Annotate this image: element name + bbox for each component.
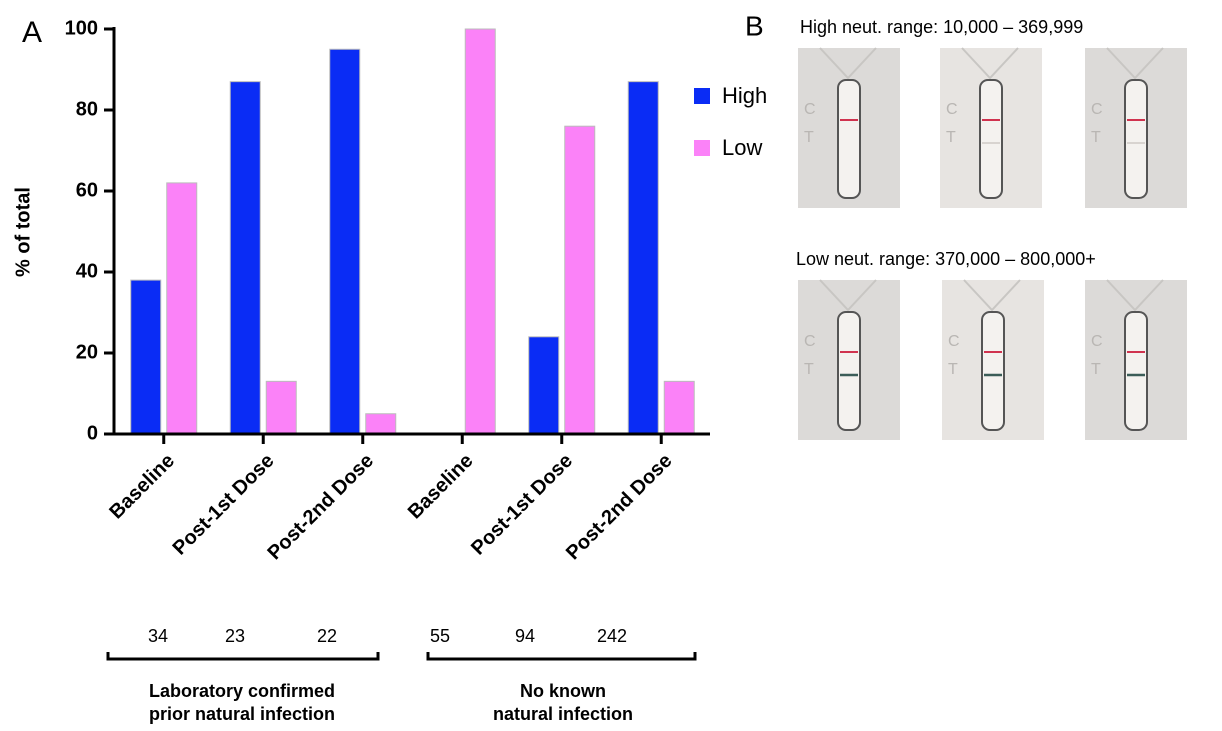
cassette-slope [961,47,1019,80]
y-axis-label: % of total [12,187,34,277]
x-tick-label: Baseline [105,450,179,524]
sample-size: 22 [317,626,337,646]
legend-label: High [722,83,767,108]
bar [663,380,695,435]
sample-size: 34 [148,626,168,646]
group-label: prior natural infection [149,704,335,724]
strip-letter: T [946,129,956,146]
strip-letter: T [1091,129,1101,146]
caption: High neut. range: 10,000 – 369,999 [800,17,1083,37]
strip-letter: C [804,333,816,350]
y-tick-label: 40 [76,260,98,282]
strip-letter: T [804,129,814,146]
cassette-slope [1106,279,1164,312]
x-tick-label: Post-1st Dose [169,450,279,560]
strip-letter: T [804,361,814,378]
caption: Low neut. range: 370,000 – 800,000+ [796,249,1096,269]
panel-label: B [745,10,764,41]
legend-swatch [694,88,710,104]
strip-letter: C [1091,101,1103,118]
legend-label: Low [722,135,762,160]
cassette-slope [819,47,877,80]
y-tick-label: 60 [76,179,98,201]
bar [464,28,496,435]
bar [329,48,361,435]
bar [265,380,297,435]
sample-size: 94 [515,626,535,646]
sample-size: 23 [225,626,245,646]
x-tick-label: Post-2nd Dose [562,450,677,565]
y-tick-label: 80 [76,98,98,120]
bar [627,81,659,435]
y-tick-label: 0 [87,422,98,444]
strip-window [1124,79,1148,199]
strip-window [981,311,1005,431]
panel-label: A [22,16,42,49]
y-tick-label: 100 [65,17,98,39]
sample-size: 55 [430,626,450,646]
bar [365,413,397,435]
strip-letter: C [948,333,960,350]
cassette-slope [819,279,877,312]
sample-size: 242 [597,626,627,646]
cassette-slope [963,279,1021,312]
cassette-slope [1106,47,1164,80]
group-bracket [106,652,697,661]
x-tick-label: Post-1st Dose [467,450,577,560]
bar [130,279,162,435]
strip-window [837,79,861,199]
x-tick-label: Baseline [404,450,478,524]
bar [229,81,261,435]
x-tick-label: Post-2nd Dose [263,450,378,565]
strip-letter: C [946,101,958,118]
legend-swatch [694,140,710,156]
strip-window [837,311,861,431]
strip-letter: T [1091,361,1101,378]
bar [528,336,560,435]
group-label: Laboratory confirmed [149,681,335,701]
bar [166,182,198,435]
strip-window [979,79,1003,199]
strip-letter: C [804,101,816,118]
y-tick-label: 20 [76,341,98,363]
strip-letter: C [1091,333,1103,350]
bar [564,125,596,435]
group-label: No known [520,681,606,701]
strip-window [1124,311,1148,431]
group-label: natural infection [493,704,633,724]
strip-letter: T [948,361,958,378]
